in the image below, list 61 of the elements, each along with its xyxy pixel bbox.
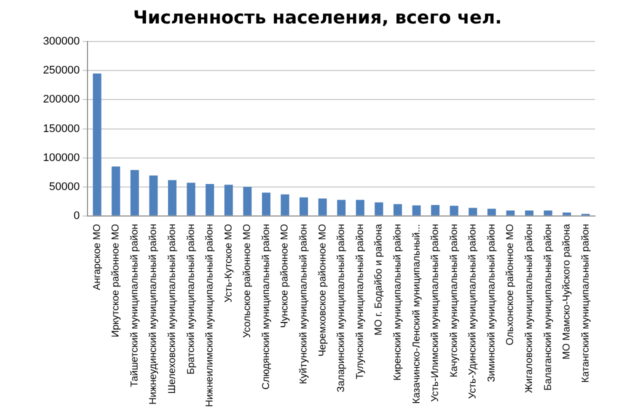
bar: [243, 186, 252, 216]
bar: [562, 212, 572, 216]
y-tick-label: 150000: [42, 122, 80, 135]
bar: [431, 204, 440, 216]
x-tick-label: Катангский муниципальный район: [580, 224, 592, 383]
x-tick-label: Усольское районное МО: [242, 224, 254, 338]
bar: [356, 200, 364, 216]
bar: [506, 210, 515, 216]
bar: [280, 194, 290, 216]
x-tick-label: Тайшетский муниципальный район: [129, 224, 140, 388]
bar: [487, 208, 496, 216]
x-tick-label: Усть-Кутское МО: [223, 224, 234, 303]
x-tick-label: Куйтунский муниципальный район: [298, 224, 310, 384]
x-tick-label: Качугский муниципальный район: [448, 224, 460, 378]
bar: [224, 184, 233, 216]
bar: [374, 202, 384, 216]
x-tick-label: Казачинско-Ленский муниципальный...: [411, 224, 422, 404]
y-tick-label: 0: [74, 210, 80, 222]
x-tick-label: Слюдянский муниципальный район: [260, 224, 272, 390]
bar: [318, 198, 327, 216]
y-tick-label: 200000: [42, 94, 80, 106]
x-tick-label: МО Мамско-Чуйского района: [562, 223, 573, 360]
bar: [393, 204, 402, 216]
y-tick-label: 50000: [49, 180, 80, 193]
bar: [186, 182, 196, 216]
bar: [168, 180, 176, 216]
x-tick-label: Нижнеудинский муниципальный район: [148, 224, 160, 405]
y-tick-label: 300000: [42, 36, 80, 48]
bar: [130, 170, 139, 216]
chart-title: Численность населения, всего чел.: [133, 7, 502, 28]
bar: [337, 200, 346, 216]
bar: [468, 208, 478, 216]
bar: [300, 197, 308, 216]
bar: [262, 192, 270, 216]
bar: [544, 210, 552, 216]
bar: [412, 205, 421, 216]
x-tick-label: Киренский муниципальный район: [392, 224, 404, 381]
bar: [450, 206, 458, 216]
x-tick-label: Усть-Илимский муниципальный район: [430, 224, 442, 402]
x-tick-label: Зиминский муниципальный район: [486, 224, 498, 382]
x-tick-label: Братский муниципальный район: [186, 224, 197, 374]
x-tick-label: Ольхонское районное МО: [505, 224, 516, 346]
bar: [206, 184, 214, 216]
x-tick-label: Заларинский муниципальный район: [336, 224, 348, 392]
x-tick-label: Шелеховский муниципальный район: [167, 224, 178, 394]
x-tick-label: Тулунский муниципальный район: [354, 224, 366, 380]
x-tick-label: Жигаловский муниципальный район: [524, 224, 535, 394]
y-tick-label: 100000: [42, 152, 80, 164]
x-tick-label: Усть-Удинский муниципальный район: [468, 224, 479, 399]
bar: [525, 210, 534, 216]
x-tick-label: Черемховское районное МО: [317, 224, 328, 357]
bar: [149, 176, 158, 216]
y-tick-label: 250000: [42, 64, 80, 77]
x-tick-label: Нижнеилимский муниципальный район: [204, 224, 216, 408]
x-tick-label: Балаганский муниципальный район: [542, 224, 554, 391]
x-tick-label: Чунское районное МО: [280, 224, 291, 328]
bar: [112, 166, 120, 216]
x-tick-label: Иркутское районное МО: [110, 224, 122, 338]
bar: [92, 74, 102, 216]
x-tick-label: МО г. Бодайбо и района: [374, 223, 385, 336]
x-tick-label: Ангарское МО: [92, 224, 103, 290]
